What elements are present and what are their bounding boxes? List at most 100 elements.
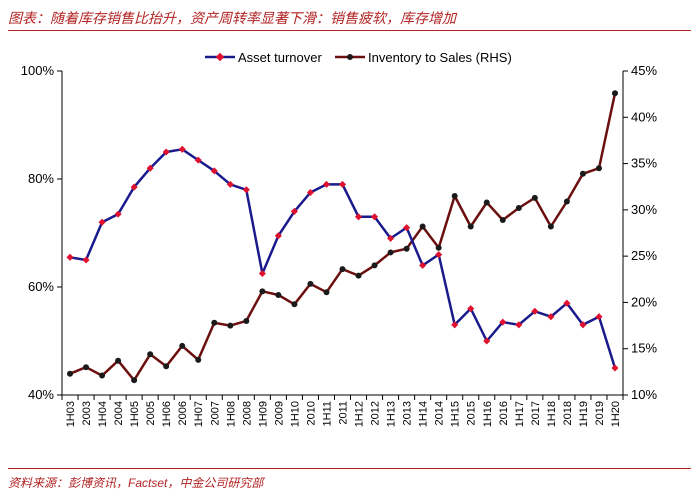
point-inventory-to-sales [67, 370, 74, 377]
point-asset-turnover [130, 183, 138, 191]
point-asset-turnover [82, 256, 90, 264]
x-tick-label: 2011 [338, 401, 350, 425]
chart-title: 图表：随着库存销售比抬升，资产周转率显著下滑：销售疲软，库存增加 [8, 10, 456, 26]
point-inventory-to-sales [307, 280, 314, 287]
point-asset-turnover [194, 156, 202, 164]
point-asset-turnover [354, 213, 363, 221]
title-divider [8, 30, 691, 31]
y-right-tick-label: 15% [631, 341, 657, 356]
x-tick-label: 1H08 [225, 401, 237, 427]
point-inventory-to-sales [451, 192, 458, 199]
point-inventory-to-sales [387, 249, 394, 256]
point-inventory-to-sales [499, 217, 506, 224]
point-inventory-to-sales [291, 301, 298, 308]
y-left-tick-label: 60% [28, 279, 54, 294]
point-asset-turnover [563, 299, 571, 307]
y-right-tick-label: 35% [631, 156, 657, 171]
y-right-tick-label: 25% [631, 248, 657, 263]
x-tick-label: 1H17 [514, 401, 526, 427]
point-asset-turnover [499, 318, 507, 326]
point-inventory-to-sales [163, 363, 170, 370]
series-lines [66, 90, 619, 384]
x-tick-label: 2009 [273, 401, 285, 425]
x-tick-label: 2014 [434, 401, 446, 425]
point-asset-turnover [435, 251, 443, 259]
point-asset-turnover [210, 167, 218, 175]
point-inventory-to-sales [435, 244, 442, 251]
point-inventory-to-sales [595, 165, 602, 172]
point-inventory-to-sales [515, 205, 522, 212]
point-inventory-to-sales [147, 351, 154, 358]
x-tick-label: 2019 [594, 401, 606, 425]
point-inventory-to-sales [547, 223, 554, 230]
point-asset-turnover [66, 253, 74, 261]
x-tick-label: 1H10 [289, 401, 301, 427]
point-inventory-to-sales [243, 317, 250, 324]
legend-label-inventory-to-sales: Inventory to Sales (RHS) [368, 50, 512, 65]
x-tick-label: 1H18 [546, 401, 558, 427]
x-tick-label: 1H14 [418, 401, 430, 427]
legend-marker-asset-turnover [215, 52, 225, 62]
source-note: 资料来源：彭博资讯，Factset，中金公司研究部 [8, 476, 264, 490]
x-tick-label: 2005 [145, 401, 157, 425]
point-asset-turnover [579, 321, 587, 329]
x-tick-label: 1H13 [386, 401, 398, 427]
x-tick-label: 1H15 [450, 401, 462, 427]
x-tick-label: 1H04 [97, 401, 109, 427]
y-left-tick-label: 40% [28, 387, 54, 402]
point-asset-turnover [371, 213, 379, 221]
point-asset-turnover [242, 186, 250, 194]
point-inventory-to-sales [419, 223, 426, 230]
point-inventory-to-sales [211, 319, 218, 326]
legend-label-asset-turnover: Asset turnover [238, 50, 322, 65]
point-inventory-to-sales [371, 262, 378, 269]
point-asset-turnover [451, 321, 459, 329]
y-right-tick-label: 45% [631, 63, 657, 78]
point-inventory-to-sales [483, 199, 490, 206]
chart-legend: Asset turnover Inventory to Sales (RHS) [205, 50, 512, 65]
x-tick-label: 1H05 [129, 401, 141, 427]
point-asset-turnover [611, 364, 619, 372]
x-tick-label: 1H12 [354, 401, 366, 427]
point-inventory-to-sales [339, 266, 346, 273]
series-line-inventory-to-sales [69, 92, 617, 382]
x-tick-label: 2007 [209, 401, 221, 425]
x-tick-label: 2016 [498, 401, 510, 425]
point-asset-turnover [387, 234, 395, 242]
point-inventory-to-sales [563, 198, 570, 205]
point-inventory-to-sales [467, 223, 474, 230]
x-tick-label: 1H20 [610, 401, 622, 427]
point-asset-turnover [114, 210, 122, 218]
point-inventory-to-sales [531, 194, 538, 201]
y-left-tick-label: 80% [28, 171, 54, 186]
point-asset-turnover [258, 269, 266, 278]
point-inventory-to-sales [355, 272, 362, 279]
y-left-tick-label: 100% [21, 63, 55, 78]
point-asset-turnover [290, 207, 298, 215]
footer-divider [8, 468, 691, 469]
point-inventory-to-sales [83, 364, 90, 371]
point-inventory-to-sales [195, 356, 202, 363]
y-right-tick-label: 10% [631, 387, 657, 402]
x-tick-label: 1H03 [65, 401, 77, 427]
point-asset-turnover [547, 313, 555, 321]
point-asset-turnover [595, 313, 603, 321]
x-tick-label: 2015 [466, 401, 478, 425]
point-inventory-to-sales [131, 377, 138, 384]
y-right-tick-label: 40% [631, 109, 657, 124]
point-asset-turnover [98, 218, 106, 226]
point-inventory-to-sales [179, 342, 186, 349]
point-asset-turnover [146, 164, 154, 172]
x-tick-label: 1H06 [161, 401, 173, 427]
y-right-tick-label: 20% [631, 294, 657, 309]
point-inventory-to-sales [259, 288, 266, 295]
x-tick-label: 1H19 [578, 401, 590, 427]
x-tick-label: 2013 [402, 401, 414, 425]
x-tick-label: 2010 [305, 401, 317, 425]
line-chart: 40% 60% 80% 100% 10% 15% 20% 25% 30% 35% 40% 45% 1H0… [21, 50, 658, 427]
point-asset-turnover [419, 261, 427, 269]
point-asset-turnover [162, 148, 170, 156]
x-tick-label: 2004 [113, 401, 125, 425]
point-asset-turnover [515, 321, 523, 329]
x-tick-label: 2008 [241, 401, 253, 425]
